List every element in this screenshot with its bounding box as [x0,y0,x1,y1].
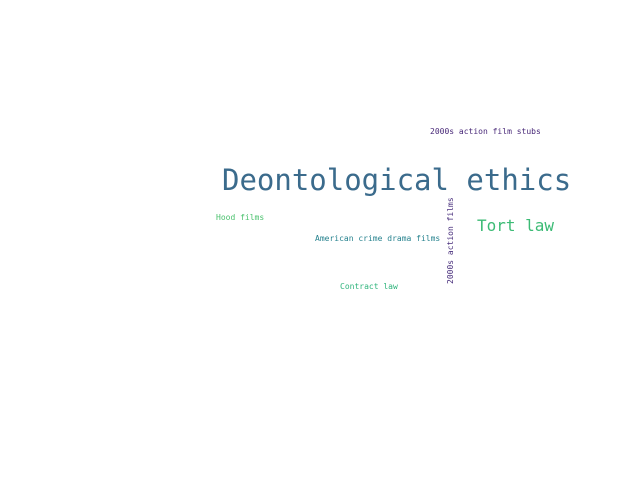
word-2000s-action-films: 2000s action films [446,197,455,284]
word-2000s-action-film-stubs: 2000s action film stubs [430,127,541,136]
word-hood-films: Hood films [216,213,265,222]
word-contract-law: Contract law [340,282,398,291]
word-tort-law: Tort law [477,216,555,235]
word-deontological-ethics: Deontological ethics [222,163,572,197]
word-american-crime-drama-films: American crime drama films [315,234,441,243]
